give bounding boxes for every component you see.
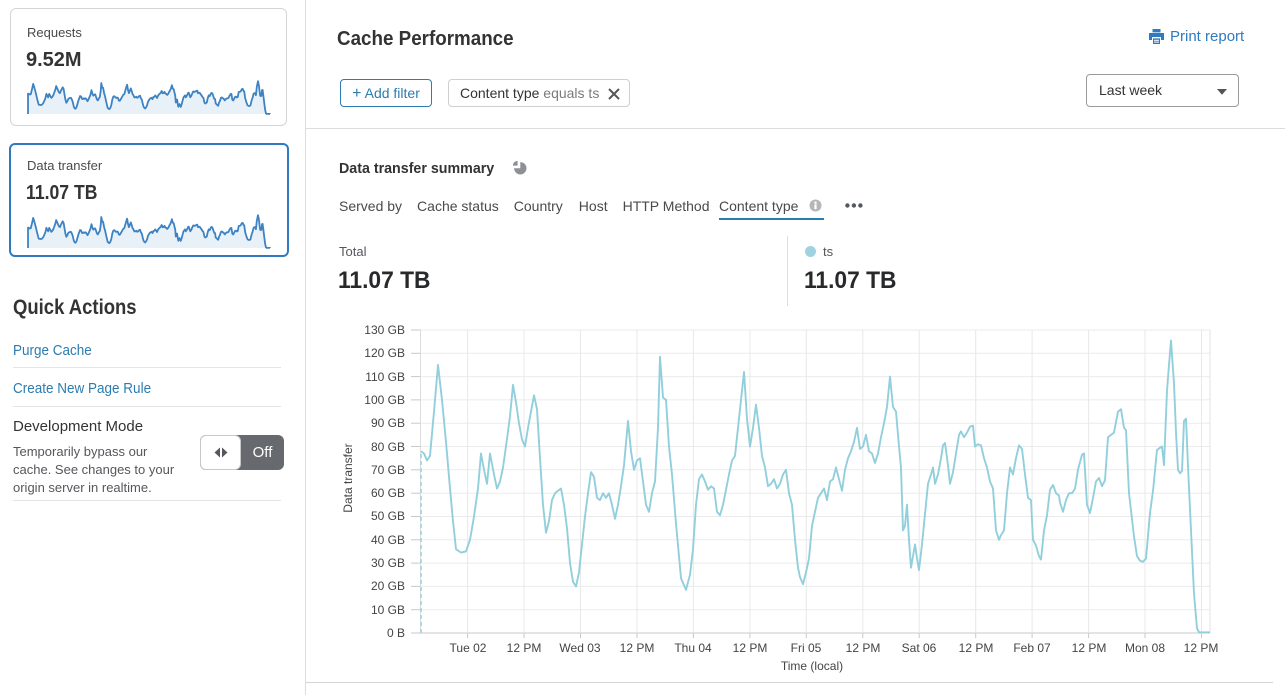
- svg-text:Data transfer: Data transfer: [341, 443, 355, 512]
